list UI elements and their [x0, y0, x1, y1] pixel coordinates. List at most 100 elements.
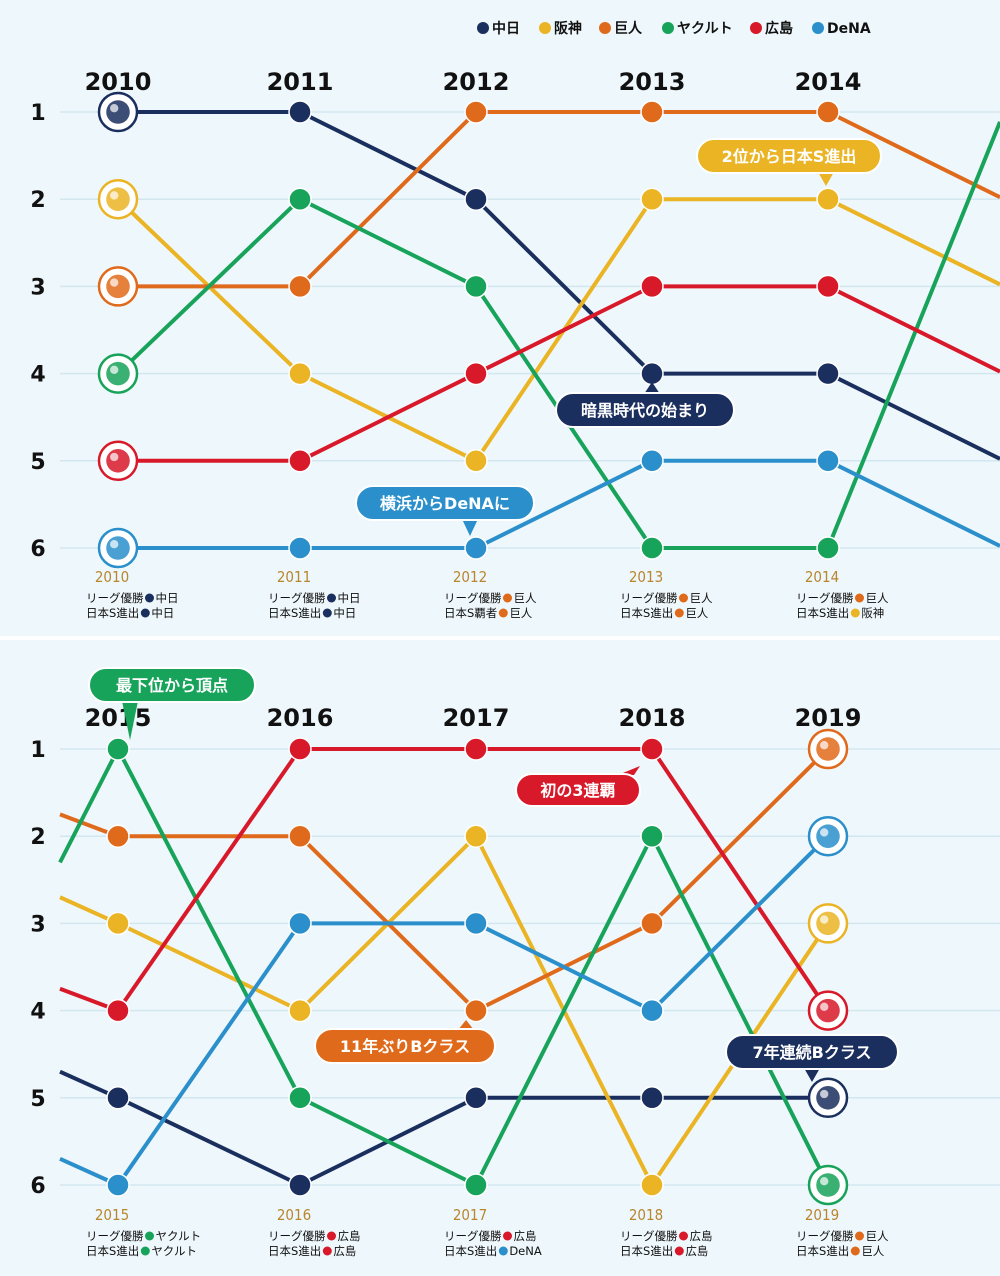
logo-highlight — [110, 278, 119, 287]
data-point — [288, 737, 312, 761]
panel-2010-2014: 1 2 3 4 5 6 2010 2011 2012 2013 2014 2010 リーグ優勝 中日 日本S… — [0, 0, 1000, 636]
data-point — [464, 187, 488, 211]
logo-highlight — [820, 1002, 829, 1011]
footer-team-dot — [145, 1231, 154, 1241]
footer-label: 日本S覇者 — [444, 606, 497, 620]
callout-box — [314, 1028, 496, 1064]
legend-label: 阪神 — [554, 20, 582, 37]
footer-team: 広島 — [514, 1229, 537, 1243]
data-point — [816, 536, 840, 560]
logo-core — [106, 100, 130, 124]
series-line-阪神 — [116, 197, 1000, 463]
callout-pointer — [644, 382, 660, 394]
series-line-巨人 — [118, 110, 1000, 289]
logo-highlight — [110, 104, 119, 113]
data-point — [640, 274, 664, 299]
data-point — [464, 100, 488, 124]
footer-team-dot — [327, 1231, 336, 1241]
legend-label: ヤクルト — [677, 21, 733, 37]
footer-team: 巨人 — [685, 606, 708, 620]
data-point — [464, 361, 488, 386]
logo-highlight — [820, 1089, 829, 1099]
logo-core — [106, 449, 130, 473]
data-point — [816, 187, 840, 211]
year-header: 2015 — [85, 704, 152, 732]
legend-swatch — [539, 22, 551, 34]
legend-swatch — [812, 22, 824, 34]
logo-core — [816, 737, 840, 761]
logo-highlight — [820, 915, 829, 924]
footer-label: 日本S進出 — [796, 606, 849, 620]
footer-label: リーグ優勝 — [268, 591, 326, 605]
data-point — [288, 361, 312, 386]
logo-highlight — [820, 741, 829, 750]
logo-core — [816, 824, 840, 848]
logo-core — [106, 536, 130, 560]
callout-text: 7年連続Bクラス — [752, 1043, 871, 1062]
giants-logo-icon — [97, 266, 139, 307]
data-point — [464, 911, 488, 936]
year-header: 2011 — [267, 68, 334, 96]
footer-label: リーグ優勝 — [86, 1229, 144, 1243]
footer-team-dot — [140, 608, 150, 618]
footer-team-dot — [322, 608, 332, 618]
footer-label: 日本S進出 — [86, 606, 139, 620]
footer-label: リーグ優勝 — [796, 1229, 854, 1243]
data-point — [106, 824, 130, 848]
data-point — [816, 100, 840, 124]
carp-logo-icon — [97, 440, 139, 482]
series-line-広島 — [118, 284, 1000, 463]
series-line-中日 — [118, 110, 1000, 461]
rank-tick-label: 5 — [30, 450, 45, 475]
footer-team-dot — [145, 593, 154, 603]
data-point — [288, 449, 312, 473]
year-headers: 2010 2011 2012 2013 2014 — [85, 68, 862, 96]
footer-label: 日本S進出 — [268, 606, 321, 620]
carp-logo-icon — [807, 990, 849, 1031]
rank-tick-label: 2 — [30, 825, 45, 850]
baystars-logo-icon — [807, 815, 849, 857]
footer-label: リーグ優勝 — [86, 591, 144, 605]
footer-label: リーグ優勝 — [444, 591, 502, 605]
logo-highlight — [110, 365, 119, 374]
footer-team: 広島 — [333, 1244, 356, 1258]
logo-core — [816, 1086, 840, 1110]
panel-2015-2019: 1 2 3 4 5 6 2015 2016 2017 2018 2019 2015 リーグ優勝 ヤクルト日… — [0, 640, 1000, 1276]
footer-year: 2010 — [95, 568, 129, 586]
footer-team: 巨人 — [861, 1244, 884, 1258]
logo-core — [816, 998, 840, 1023]
data-point — [288, 100, 312, 124]
data-point — [640, 737, 664, 761]
giants-logo-icon — [807, 728, 849, 770]
footer-year: 2011 — [277, 568, 311, 586]
footer-team: 中日 — [338, 591, 361, 605]
footer-team-dot — [498, 608, 508, 618]
series-lines — [116, 110, 1000, 550]
data-point — [640, 824, 664, 848]
callout-pointer — [122, 701, 138, 740]
legend-swatch — [599, 22, 611, 34]
year-header: 2012 — [443, 68, 510, 96]
footer-label: リーグ優勝 — [268, 1229, 326, 1243]
annotation-callout: 11年ぶりBクラス — [314, 1020, 496, 1064]
year-header: 2016 — [267, 704, 334, 732]
data-point — [816, 274, 840, 299]
footer-team-dot — [679, 1231, 688, 1241]
data-point — [816, 361, 840, 386]
annotation-callout: 最下位から頂点 — [88, 667, 256, 740]
footer-label: リーグ優勝 — [620, 1229, 678, 1243]
rank-tick-label: 1 — [30, 738, 45, 763]
rank-tick-label: 6 — [30, 537, 45, 562]
footer-label: 日本S進出 — [268, 1244, 321, 1258]
data-point — [464, 1173, 488, 1197]
rank-tick-label: 5 — [30, 1087, 45, 1112]
data-point — [640, 536, 664, 560]
legend-swatch — [477, 22, 489, 34]
footer-year: 2013 — [629, 568, 663, 586]
footer-team: 巨人 — [509, 606, 532, 620]
rank-tick-label: 4 — [30, 363, 45, 388]
callout-text: 暗黒時代の始まり — [581, 401, 709, 420]
footer-team-dot — [850, 608, 860, 618]
